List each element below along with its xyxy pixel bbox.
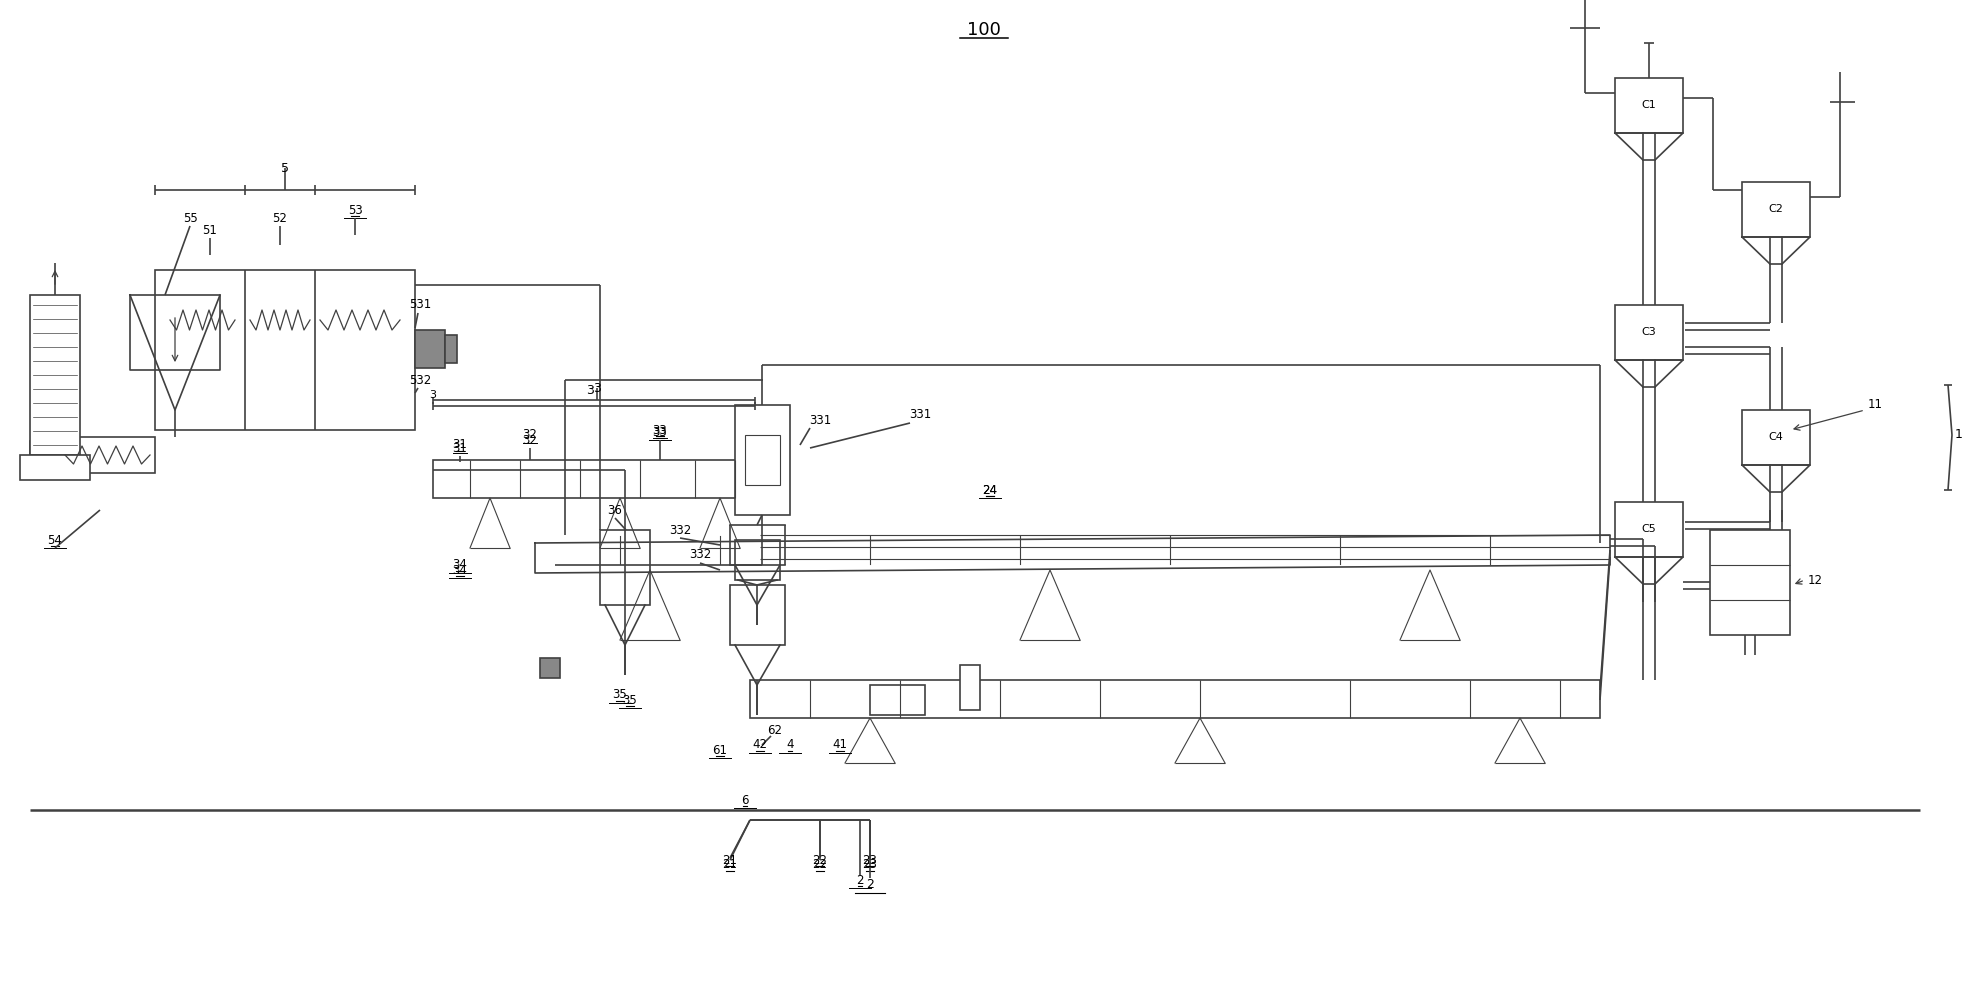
Bar <box>601 530 650 605</box>
Text: 21: 21 <box>723 859 738 872</box>
Text: 3: 3 <box>429 390 437 400</box>
Bar <box>961 665 981 710</box>
Text: 4: 4 <box>786 739 794 752</box>
Text: C1: C1 <box>1642 100 1656 110</box>
Bar <box>870 685 925 715</box>
Bar <box>540 658 559 678</box>
Text: 23: 23 <box>862 853 878 867</box>
Text: C3: C3 <box>1642 327 1656 337</box>
Text: 331: 331 <box>809 414 831 427</box>
Text: 531: 531 <box>410 298 431 311</box>
Bar <box>30 295 81 455</box>
Text: 54: 54 <box>47 534 63 547</box>
Bar <box>30 441 55 469</box>
Bar <box>1615 502 1683 557</box>
Text: 32: 32 <box>522 428 538 441</box>
Text: 61: 61 <box>713 744 727 756</box>
Text: 22: 22 <box>813 853 827 867</box>
Text: 1: 1 <box>1955 428 1963 441</box>
Text: 33: 33 <box>652 426 667 438</box>
Bar <box>734 540 780 580</box>
Text: 62: 62 <box>768 724 782 737</box>
Text: 32: 32 <box>522 433 538 446</box>
Bar <box>1743 410 1810 465</box>
Text: 24: 24 <box>983 484 998 496</box>
Bar <box>750 680 1601 718</box>
Text: C2: C2 <box>1768 204 1784 214</box>
Text: 51: 51 <box>203 224 217 236</box>
Text: 22: 22 <box>813 859 827 872</box>
Text: 35: 35 <box>612 689 628 701</box>
Bar <box>734 405 790 515</box>
Bar <box>730 585 786 645</box>
Text: 33: 33 <box>652 424 667 436</box>
Bar <box>59 437 156 473</box>
Bar <box>744 435 780 485</box>
Bar <box>1743 182 1810 237</box>
Text: 2: 2 <box>857 874 864 887</box>
Bar <box>1615 305 1683 360</box>
Text: 532: 532 <box>410 373 431 386</box>
Text: 53: 53 <box>349 204 362 217</box>
Text: C5: C5 <box>1642 524 1656 534</box>
Text: 41: 41 <box>833 739 847 752</box>
Text: 35: 35 <box>622 693 638 706</box>
Bar <box>433 460 754 498</box>
Text: 31: 31 <box>453 438 467 451</box>
Bar <box>415 330 445 368</box>
Bar <box>1615 78 1683 133</box>
Text: 23: 23 <box>862 859 878 872</box>
Text: 3: 3 <box>593 381 601 395</box>
Text: 5: 5 <box>282 162 289 174</box>
Text: 55: 55 <box>183 212 197 225</box>
Text: 34: 34 <box>453 558 467 571</box>
Text: 42: 42 <box>752 739 768 752</box>
Bar <box>156 270 415 430</box>
Bar <box>20 455 91 480</box>
Text: 24: 24 <box>983 484 998 496</box>
Text: 3: 3 <box>587 383 595 397</box>
Text: 100: 100 <box>967 21 1000 39</box>
Bar <box>445 335 457 363</box>
Text: 12: 12 <box>1808 573 1823 586</box>
Bar <box>1709 530 1790 635</box>
Text: 11: 11 <box>1867 399 1882 412</box>
Text: 36: 36 <box>608 503 622 516</box>
Text: 331: 331 <box>910 409 931 422</box>
Text: 332: 332 <box>669 523 691 537</box>
Text: 34: 34 <box>453 563 467 576</box>
Text: 52: 52 <box>272 212 287 225</box>
Text: 21: 21 <box>723 853 738 867</box>
Text: 332: 332 <box>689 549 711 561</box>
Text: C4: C4 <box>1768 432 1784 442</box>
Text: 6: 6 <box>740 794 748 807</box>
Bar <box>55 447 67 463</box>
Text: 31: 31 <box>453 441 467 454</box>
Text: 2: 2 <box>866 879 874 891</box>
